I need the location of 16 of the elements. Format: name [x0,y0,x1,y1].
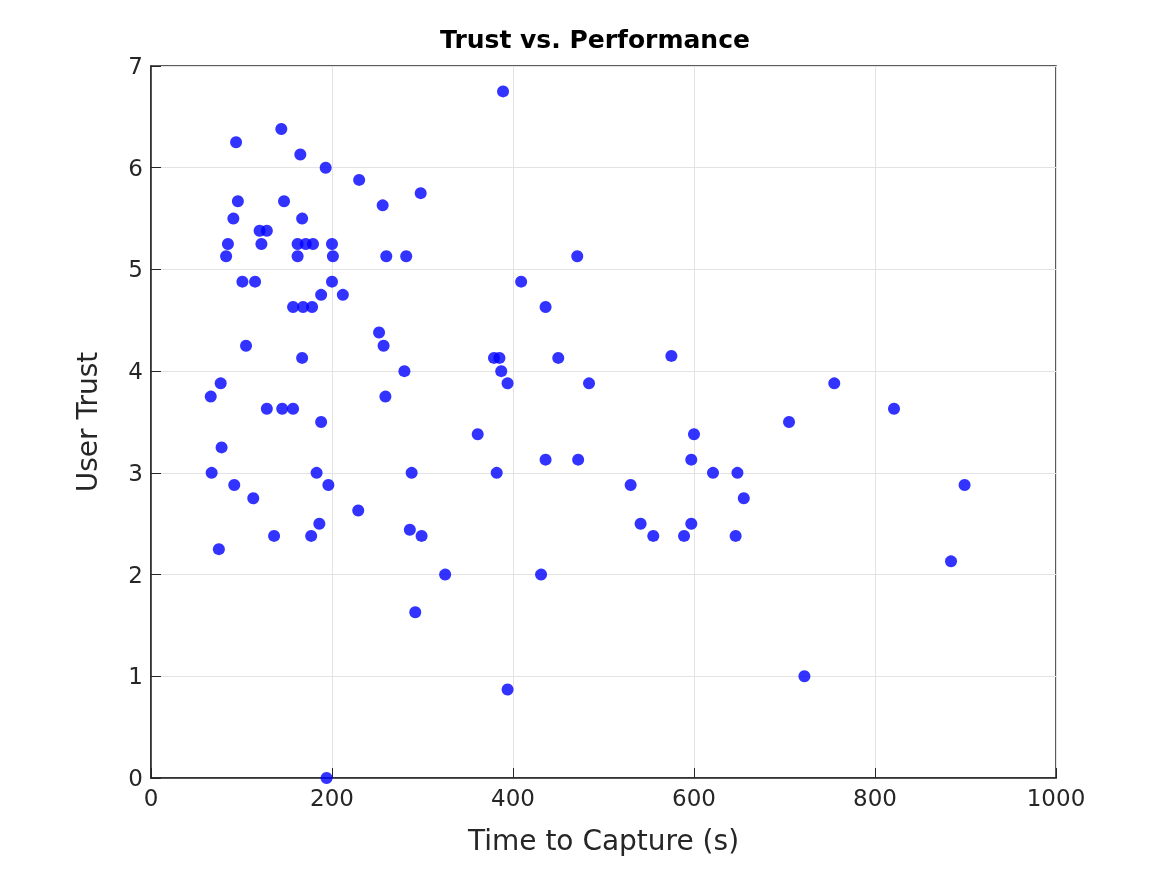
chart-title: Trust vs. Performance [440,25,750,54]
y-tick-label: 0 [128,765,143,791]
y-tick-label: 3 [128,459,143,486]
y-axis-title: User Trust [70,351,104,493]
y-tick-label: 5 [128,256,143,283]
y-tick-label: 6 [128,154,143,181]
x-tick-label: 200 [310,784,354,811]
x-axis-title: Time to Capture (s) [466,823,740,857]
x-tick-label: 600 [672,784,716,811]
x-tick-label: 1000 [1026,784,1086,811]
y-tick-label: 2 [128,561,143,588]
y-tick-label: 7 [128,53,143,79]
x-tick-label: 400 [491,784,535,811]
y-tick-label: 4 [128,358,143,385]
x-tick-label: 800 [853,784,897,811]
y-tick-label: 1 [128,663,143,690]
